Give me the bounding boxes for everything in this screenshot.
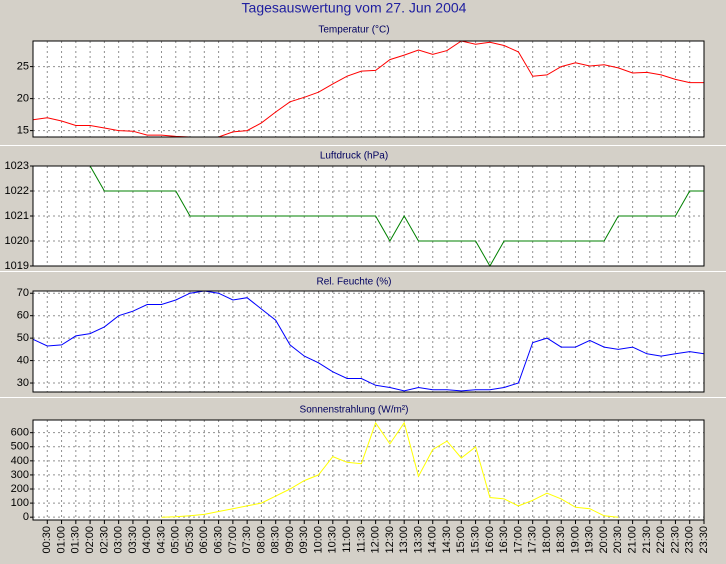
x-tick-label: 01:00 — [55, 526, 67, 554]
x-tick-label: 11:00 — [341, 526, 353, 553]
x-tick-label: 00:30 — [41, 526, 53, 554]
x-tick-label: 01:30 — [70, 526, 82, 554]
x-tick-label: 07:30 — [241, 526, 253, 554]
data-line — [161, 421, 619, 518]
x-tick-label: 20:30 — [612, 526, 624, 554]
x-tick-label: 19:30 — [584, 526, 596, 554]
y-tick-label: 600 — [11, 427, 29, 439]
x-tick-label: 06:30 — [213, 526, 225, 554]
x-tick-label: 07:00 — [227, 526, 239, 554]
x-tick-label: 21:30 — [641, 526, 653, 554]
x-tick-label: 13:00 — [398, 526, 410, 554]
x-tick-label: 18:30 — [555, 526, 567, 554]
x-tick-label: 17:00 — [512, 526, 524, 554]
y-tick-label: 30 — [17, 377, 29, 389]
x-tick-label: 08:30 — [270, 526, 282, 554]
plot-area — [33, 420, 704, 520]
y-tick-label: 0 — [23, 511, 29, 523]
x-tick-label: 20:00 — [598, 526, 610, 554]
data-line — [89, 165, 704, 268]
plot-border — [32, 40, 705, 138]
x-tick-label: 22:00 — [655, 526, 667, 554]
y-tick-label: 1019 — [5, 260, 29, 272]
y-tick-label: 100 — [11, 497, 29, 509]
y-tick-label: 1020 — [5, 235, 29, 247]
y-tick-label: 15 — [17, 125, 29, 137]
x-tick-label: 13:30 — [412, 526, 424, 554]
x-tick-label: 04:00 — [141, 526, 153, 554]
data-line — [32, 290, 705, 392]
x-tick-label: 19:00 — [569, 526, 581, 554]
y-tick-label: 200 — [11, 483, 29, 495]
x-tick-label: 23:00 — [684, 526, 696, 554]
y-tick-label: 500 — [11, 441, 29, 453]
panel-title: Sonnenstrahlung (W/m²) — [300, 405, 409, 416]
panel-title: Luftdruck (hPa) — [320, 151, 388, 162]
x-tick-label: 02:30 — [98, 526, 110, 554]
y-tick-label: 60 — [17, 310, 29, 322]
y-tick-label: 300 — [11, 469, 29, 481]
x-tick-label: 16:00 — [484, 526, 496, 554]
x-tick-label: 10:30 — [327, 526, 339, 554]
y-tick-label: 25 — [17, 61, 29, 73]
x-tick-label: 15:30 — [469, 526, 481, 554]
x-tick-label: 04:30 — [155, 526, 167, 554]
x-tick-label: 17:30 — [527, 526, 539, 554]
plot-border — [32, 165, 705, 267]
data-line — [32, 40, 704, 138]
panel-title: Rel. Feuchte (%) — [316, 277, 391, 288]
panel-title: Temperatur (°C) — [318, 25, 389, 36]
x-tick-label: 05:30 — [184, 526, 196, 554]
x-tick-label: 03:00 — [113, 526, 125, 554]
y-tick-label: 40 — [17, 354, 29, 366]
x-tick-label: 18:00 — [541, 526, 553, 554]
x-tick-label: 12:00 — [370, 526, 382, 554]
plot-area — [33, 291, 704, 392]
x-tick-label: 14:00 — [427, 526, 439, 554]
y-tick-label: 70 — [17, 287, 29, 299]
x-tick-label: 12:30 — [384, 526, 396, 554]
y-tick-label: 1021 — [5, 210, 29, 222]
x-tick-label: 10:00 — [312, 526, 324, 554]
x-tick-label: 09:30 — [298, 526, 310, 554]
plot-area — [33, 41, 704, 137]
y-tick-label: 20 — [17, 93, 29, 105]
y-tick-label: 400 — [11, 455, 29, 467]
x-tick-label: 09:00 — [284, 526, 296, 554]
plot-border — [32, 419, 705, 521]
y-tick-label: 1022 — [5, 185, 29, 197]
x-tick-label: 06:00 — [198, 526, 210, 554]
y-tick-label: 1023 — [5, 160, 29, 172]
x-tick-label: 15:00 — [455, 526, 467, 554]
x-tick-label: 02:00 — [84, 526, 96, 554]
x-tick-label: 23:30 — [698, 526, 710, 554]
page-title: Tagesauswertung vom 27. Jun 2004 — [242, 0, 467, 16]
x-tick-label: 14:30 — [441, 526, 453, 554]
x-tick-label: 22:30 — [669, 526, 681, 554]
y-tick-label: 50 — [17, 332, 29, 344]
x-tick-label: 11:30 — [355, 526, 367, 553]
plot-border — [32, 290, 705, 393]
x-tick-label: 03:30 — [127, 526, 139, 554]
x-tick-label: 08:00 — [255, 526, 267, 554]
x-tick-label: 16:30 — [498, 526, 510, 554]
x-tick-label: 21:00 — [627, 526, 639, 554]
x-tick-label: 05:00 — [170, 526, 182, 554]
